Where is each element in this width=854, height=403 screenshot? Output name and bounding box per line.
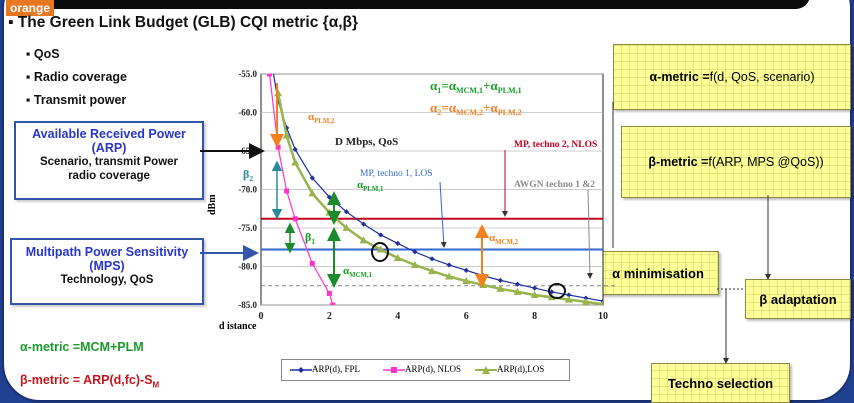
legend-label-nlos: ARP(d), NLOS — [405, 364, 461, 374]
y-tick-label: -80.0 — [238, 262, 257, 272]
legend-item-los: ARP(d),LOS — [475, 364, 544, 375]
data-point-nlos — [293, 216, 298, 221]
chart-legend: ARP(d), FPL ARP(d), NLOS ARP(d),LOS — [281, 359, 570, 381]
label-awgn: AWGN techno 1 &2 — [514, 180, 595, 190]
label-beta2: β2 — [243, 167, 253, 183]
y-tick-label: -85.0 — [238, 300, 257, 310]
legend-label-fpl: ARP(d), FPL — [312, 364, 360, 374]
y-tick-label: -60.0 — [238, 108, 257, 118]
data-point-nlos — [310, 261, 315, 266]
data-point-nlos — [330, 303, 335, 308]
y-axis-label: dBm — [207, 194, 218, 215]
x-tick-label: 6 — [464, 311, 469, 322]
x-axis-label: d istance — [219, 321, 257, 332]
y-tick-label: -70.0 — [238, 185, 257, 195]
legend-label-los: ARP(d),LOS — [497, 364, 544, 374]
x-tick-label: 10 — [598, 311, 608, 322]
x-tick-label: 8 — [532, 311, 537, 322]
x-tick-label: 4 — [395, 311, 400, 322]
y-tick-label: -75.0 — [238, 223, 257, 233]
label-dmbps-qos: D Mbps, QoS — [335, 136, 398, 148]
data-point-nlos — [284, 189, 289, 194]
x-tick-label: 2 — [327, 311, 332, 322]
data-point-nlos — [267, 72, 272, 77]
legend-item-nlos: ARP(d), NLOS — [383, 364, 461, 375]
x-tick-label: 0 — [259, 311, 264, 322]
label-mp-techno1-los: MP, techno 1, LOS — [360, 169, 433, 179]
label-mp-techno2-nlos: MP, techno 2, NLOS — [514, 140, 597, 150]
plot-area: -55.0-60.0-65.0-70.0-75.0-80.0-85.00 2 4 6 8… — [238, 51, 618, 322]
y-tick-label: -55.0 — [238, 69, 257, 79]
legend-item-fpl: ARP(d), FPL — [290, 364, 360, 375]
data-point-nlos — [327, 291, 332, 296]
